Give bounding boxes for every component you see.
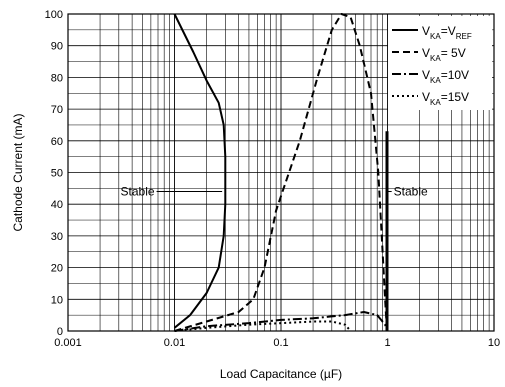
y-tick-label: 0 <box>57 326 63 338</box>
y-tick-label: 30 <box>51 231 63 243</box>
x-axis-label: Load Capacitance (µF) <box>220 367 342 381</box>
series-group <box>173 13 389 332</box>
legend-label: VKA=10V <box>422 68 469 85</box>
x-tick-label: 10 <box>488 337 500 349</box>
legend-label: VKA=VREF <box>422 24 472 41</box>
legend-box <box>388 16 492 110</box>
y-tick-label: 10 <box>51 294 63 306</box>
plot-frame <box>67 13 495 332</box>
y-tick-label: 60 <box>51 136 63 148</box>
y-tick-label: 50 <box>51 168 63 180</box>
x-tick-label: 0.1 <box>273 337 288 349</box>
y-tick-label: 70 <box>51 104 63 116</box>
series-line-dashdot <box>174 311 389 332</box>
x-tick-label: 0.001 <box>54 337 82 349</box>
grid <box>67 13 494 332</box>
legend: VKA=VREF VKA= 5V VKA=10V VKA=15V <box>392 24 472 107</box>
x-tick-label: 1 <box>384 337 390 349</box>
series-line-dash <box>174 13 389 332</box>
series-line-solid <box>173 13 227 329</box>
stable-region-label: Stable <box>394 185 428 199</box>
y-axis-label: Cathode Current (mA) <box>11 113 25 231</box>
y-tick-label: 40 <box>51 199 63 211</box>
legend-label: VKA=15V <box>422 90 469 107</box>
stable-region-label: Stable <box>121 185 155 199</box>
x-tick-label: 0.01 <box>164 337 185 349</box>
y-tick-label: 90 <box>51 41 63 53</box>
y-tick-label: 80 <box>51 72 63 84</box>
y-tick-label: 20 <box>51 263 63 275</box>
y-tick-label: 100 <box>45 9 63 21</box>
legend-label: VKA= 5V <box>422 46 466 63</box>
annotations: Stable Stable <box>121 185 428 199</box>
